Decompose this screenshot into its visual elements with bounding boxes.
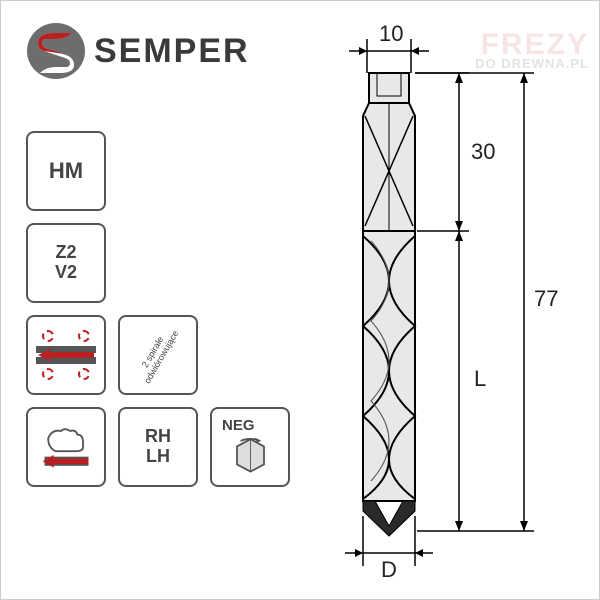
spec-rotation-lh: LH <box>146 447 170 467</box>
spec-geometry: NEG <box>210 407 290 487</box>
spec-material-label: HM <box>49 159 83 183</box>
dim-total-len: 77 <box>534 286 558 312</box>
spec-rotation: RH LH <box>118 407 198 487</box>
technical-drawing: 10 30 77 L D <box>319 21 559 581</box>
feed-diagram-icon <box>36 330 96 380</box>
spec-rotation-rh: RH <box>145 427 171 447</box>
dim-shank-len: 30 <box>471 139 495 165</box>
spec-spiral-note: 2 spirale odwiórowujące <box>118 315 198 395</box>
dim-working-len: L <box>474 366 486 392</box>
brand-name: SEMPER <box>94 32 250 71</box>
spec-material: HM <box>26 131 106 211</box>
spec-spiral-label: 2 spirale odwiórowujące <box>135 324 182 385</box>
spec-teeth-flutes: Z2 V2 <box>26 223 106 303</box>
dim-shank-dia: 10 <box>379 21 403 47</box>
spec-manual-feed <box>26 407 106 487</box>
drill-bit-icon <box>319 21 559 581</box>
logo-mark-icon <box>26 21 86 81</box>
hand-feed-icon <box>39 420 94 475</box>
spec-teeth-label: Z2 <box>55 243 76 263</box>
spec-flutes-label: V2 <box>55 263 77 283</box>
spec-feed-diagram <box>26 315 106 395</box>
neg-geometry-icon <box>228 432 273 477</box>
spec-geometry-label: NEG <box>222 417 255 434</box>
brand-logo: SEMPER <box>26 21 250 81</box>
dim-diameter: D <box>381 557 397 583</box>
spec-grid: HM Z2 V2 2 spirale odwiórowujące <box>26 131 290 487</box>
